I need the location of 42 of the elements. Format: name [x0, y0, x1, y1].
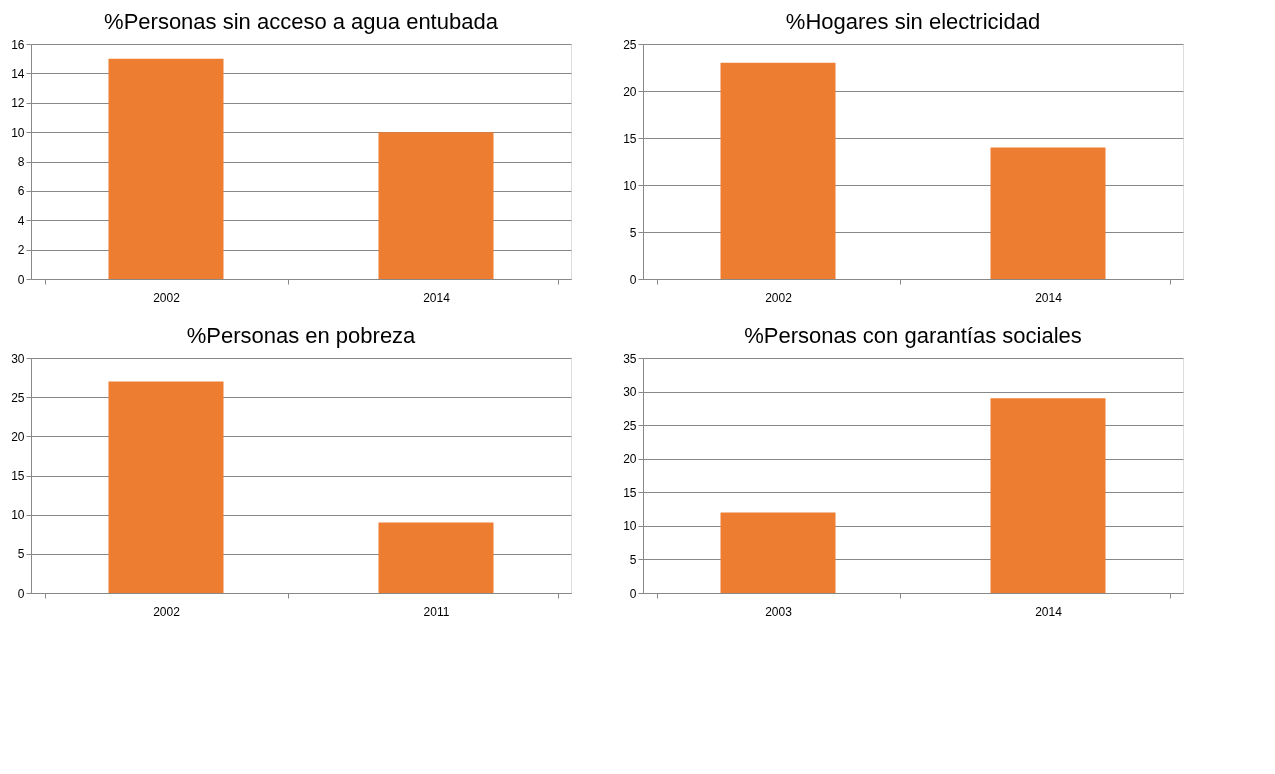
x-tick-label: 2003 [765, 604, 793, 619]
chart-title: %Personas sin acceso a agua entubada [104, 9, 499, 34]
y-tick-label: 0 [629, 272, 637, 287]
x-tick-label: 2014 [1035, 290, 1063, 305]
chart-title: %Personas con garantías sociales [744, 323, 1082, 348]
y-tick-label: 30 [623, 385, 637, 400]
y-tick-label: 12 [11, 96, 25, 111]
y-tick-label: 30 [11, 351, 25, 366]
y-tick-label: 5 [629, 552, 637, 567]
y-tick-label: 15 [11, 469, 25, 483]
y-tick-label: 8 [17, 155, 25, 169]
y-tick-label: 15 [623, 131, 637, 146]
y-tick-label: 0 [629, 586, 637, 601]
x-tick-label: 2002 [153, 290, 181, 305]
y-tick-label: 10 [623, 178, 637, 193]
y-tick-label: 6 [17, 184, 25, 199]
y-tick-label: 0 [17, 272, 25, 287]
chart-title: %Personas en pobreza [186, 323, 417, 348]
y-tick-label: 2 [17, 243, 25, 258]
y-tick-label: 10 [623, 519, 637, 534]
y-tick-label: 20 [623, 452, 637, 467]
y-tick-label: 0 [17, 586, 25, 601]
y-tick-label: 5 [629, 225, 637, 240]
y-tick-label: 25 [623, 37, 637, 52]
y-tick-label: 25 [11, 390, 25, 405]
x-tick-label: 2014 [1035, 604, 1063, 619]
y-tick-label: 14 [11, 66, 25, 81]
y-tick-label: 20 [11, 429, 25, 444]
y-tick-label: 16 [11, 37, 25, 52]
x-tick-label: 2002 [153, 604, 181, 619]
y-tick-label: 20 [623, 84, 637, 99]
y-tick-label: 25 [623, 418, 637, 433]
y-tick-label: 35 [623, 351, 637, 366]
y-tick-label: 10 [11, 508, 25, 523]
x-tick-label: 2002 [765, 290, 793, 305]
chart-title: %Hogares sin electricidad [785, 9, 1041, 34]
y-tick-label: 15 [623, 485, 637, 500]
y-tick-label: 10 [11, 125, 25, 140]
y-tick-label: 5 [17, 547, 25, 562]
x-tick-label: 2011 [423, 604, 450, 619]
y-tick-label: 4 [17, 213, 25, 228]
x-tick-label: 2014 [423, 290, 451, 305]
